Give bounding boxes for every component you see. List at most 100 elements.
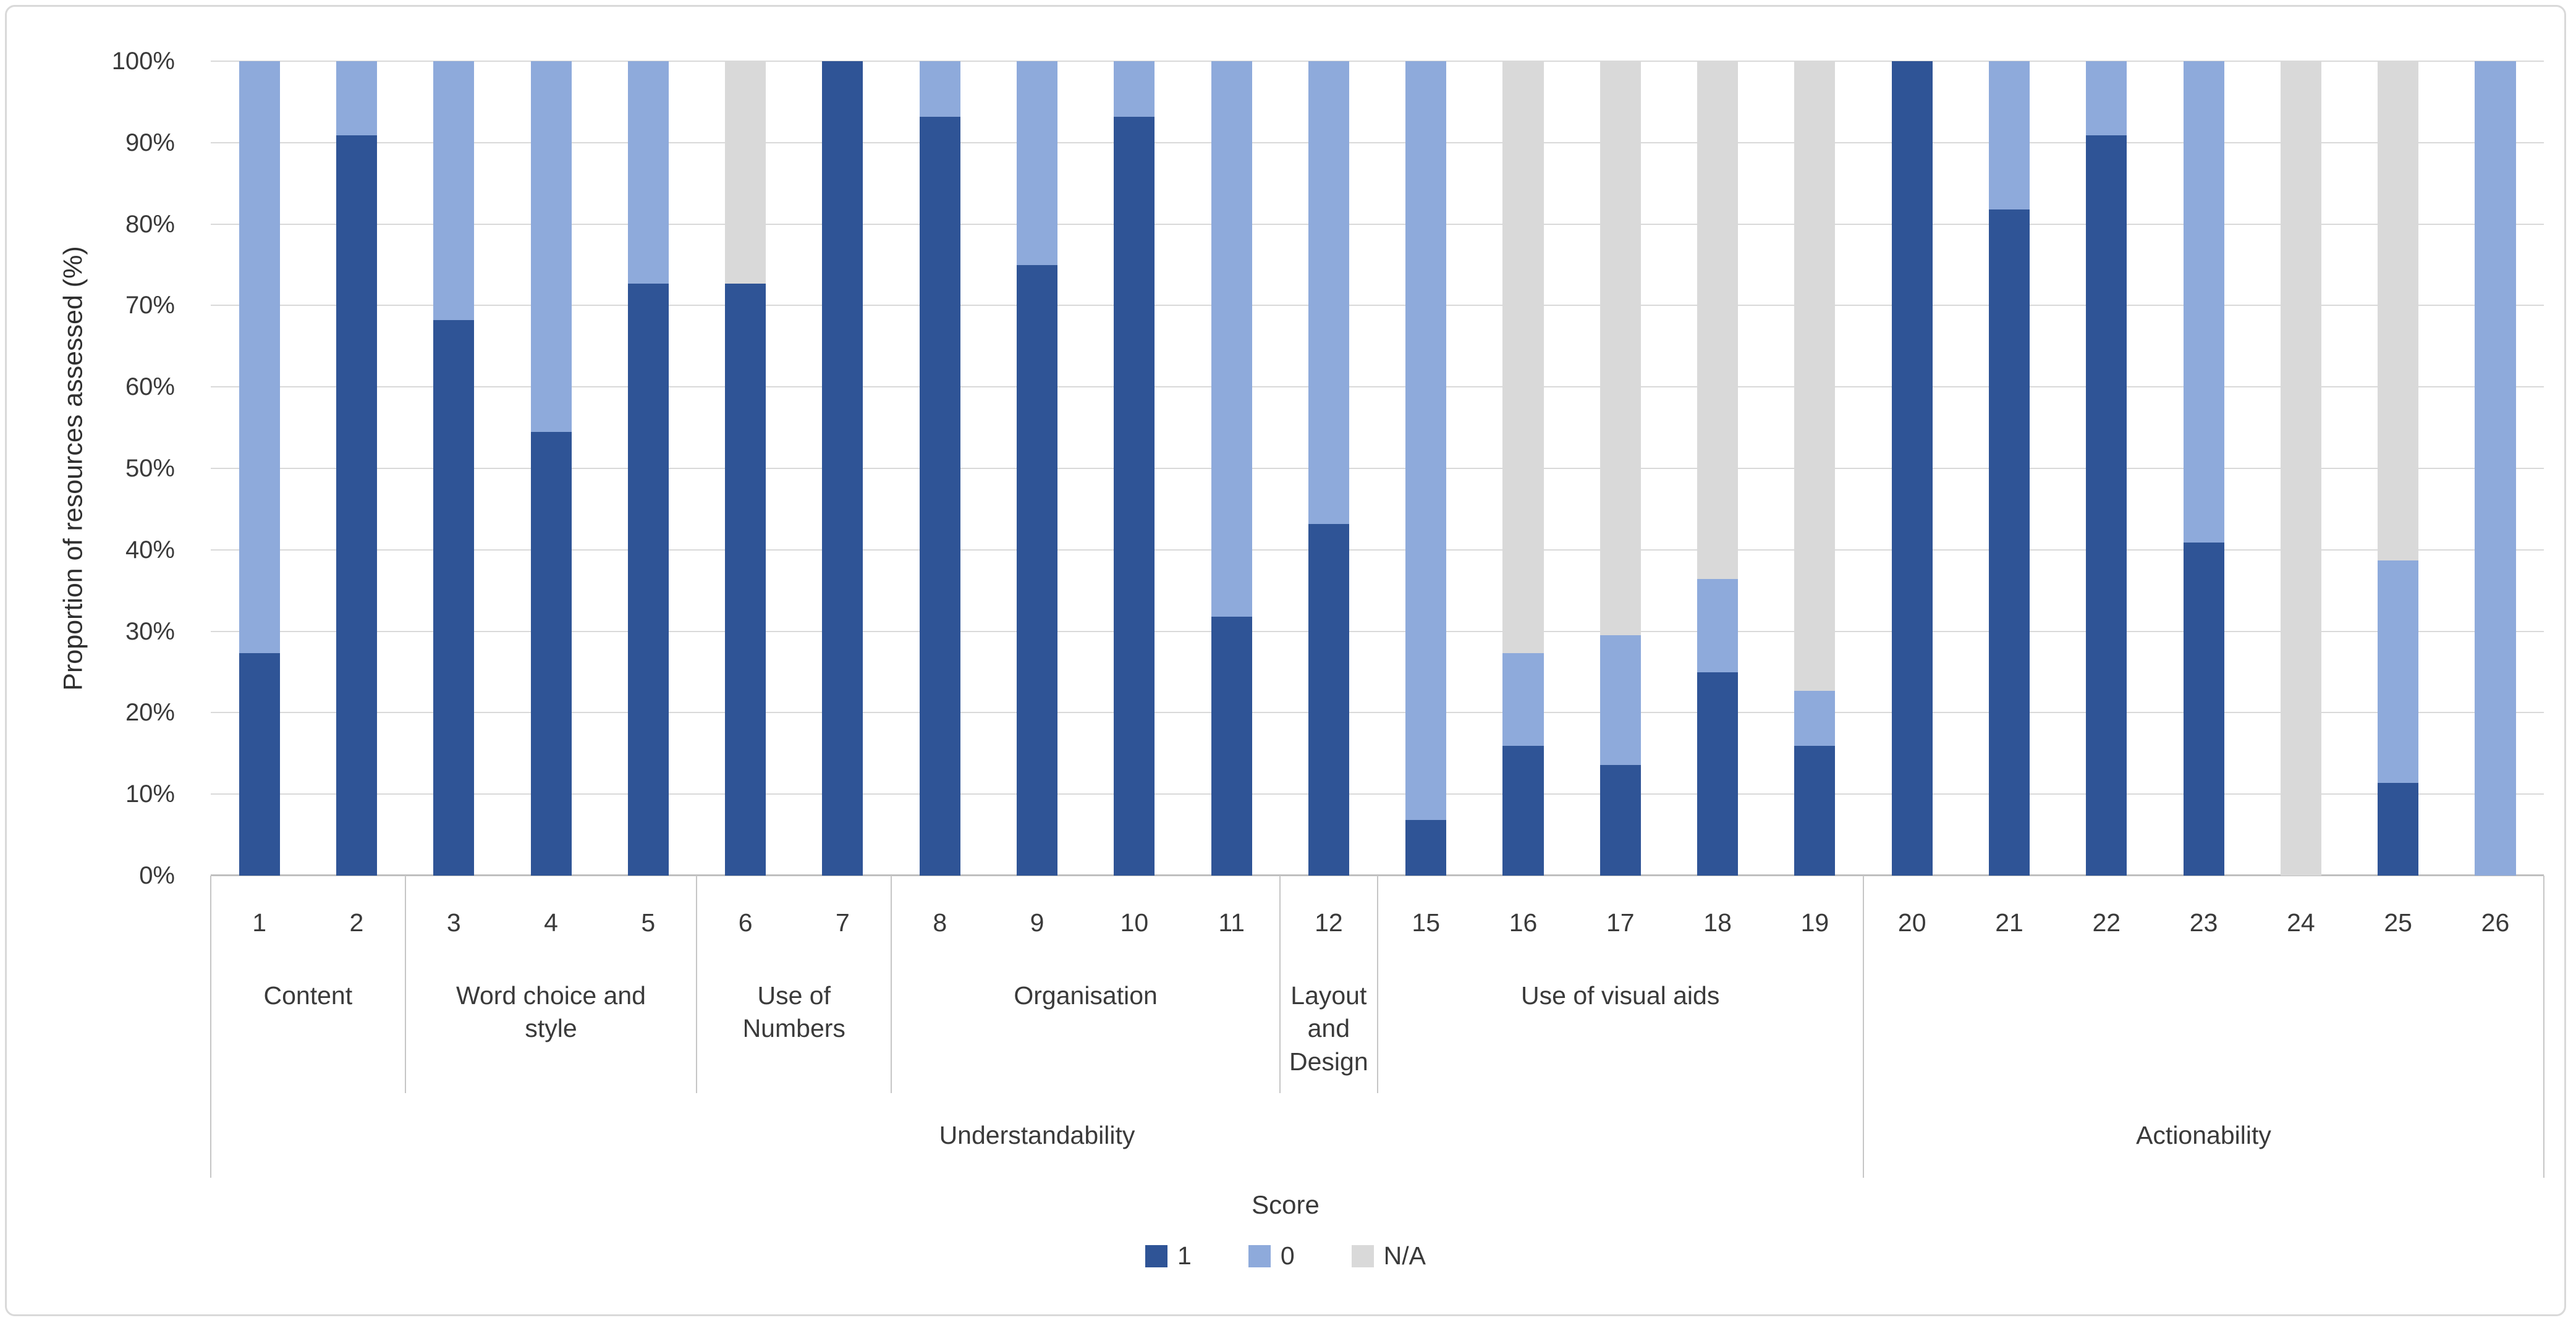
subgroup-separator-line [1279, 876, 1281, 1093]
bar-column-9 [988, 61, 1085, 876]
legend-item-na: N/A [1351, 1241, 1426, 1270]
item-number-19: 19 [1800, 908, 1829, 937]
bar-column-26 [2447, 61, 2544, 876]
stacked-bar-19 [1794, 61, 1836, 876]
bar-4-segment-0 [530, 61, 572, 432]
item-number-18: 18 [1703, 908, 1732, 937]
bar-6-segment-N/A [725, 61, 766, 284]
bar-column-21 [1960, 61, 2057, 876]
bar-column-6 [697, 61, 794, 876]
bar-column-17 [1572, 61, 1669, 876]
bar-12-segment-1 [1308, 523, 1349, 876]
subgroup-separator-line [1376, 876, 1378, 1093]
y-tick-label: 100% [111, 48, 175, 75]
legend-swatch-icon [1351, 1244, 1374, 1267]
gridline [211, 793, 2544, 795]
bar-16-segment-1 [1502, 746, 1544, 876]
item-number-24: 24 [2287, 908, 2315, 937]
item-number-9: 9 [1030, 908, 1044, 937]
item-number-row: 1 2 3 4 5 6 7 8 9 10 11 12 15 16 17 18 19 20 21 22 23 24 25 26 [211, 876, 2544, 970]
y-tick-label: 10% [125, 780, 175, 808]
bar-19-segment-0 [1794, 690, 1836, 746]
bar-26-segment-0 [2475, 61, 2516, 876]
bar-15-segment-0 [1405, 61, 1447, 821]
bar-16-segment-N/A [1502, 61, 1544, 654]
bars-container [211, 61, 2544, 876]
gridline [211, 305, 2544, 306]
subgroup-cell-empty [1863, 970, 2544, 979]
stacked-bar-17 [1599, 61, 1641, 876]
bar-1-segment-1 [239, 653, 280, 876]
bar-7-segment-1 [822, 61, 863, 876]
bar-18-segment-N/A [1697, 61, 1739, 580]
bar-6-segment-1 [725, 283, 766, 876]
item-number-11: 11 [1218, 908, 1245, 937]
item-number-12: 12 [1315, 908, 1343, 937]
bar-column-5 [600, 61, 697, 876]
bar-19-segment-N/A [1794, 61, 1836, 691]
bar-5-segment-0 [627, 61, 669, 284]
bar-9-segment-0 [1016, 61, 1058, 265]
subgroup-cell-word-choice-and-style: Word choice and style [456, 981, 646, 1043]
subgroup-cell-use-of-numbers: Use of Numbers [742, 981, 845, 1043]
bar-23-segment-0 [2183, 61, 2224, 543]
bar-column-8 [891, 61, 988, 876]
item-number-4: 4 [544, 908, 558, 937]
gridline [211, 386, 2544, 388]
item-number-5: 5 [641, 908, 656, 937]
bar-column-15 [1378, 61, 1475, 876]
subgroup-separator-line [404, 876, 406, 1093]
stacked-bar-22 [2086, 61, 2127, 876]
bar-column-11 [1183, 61, 1280, 876]
gridline [211, 223, 2544, 225]
group-label-row: Understandability Actionability [211, 1093, 2544, 1178]
subgroup-cell-content: Content [263, 981, 353, 1010]
bar-column-18 [1669, 61, 1766, 876]
bar-column-19 [1766, 61, 1863, 876]
bar-8-segment-0 [919, 61, 960, 117]
stacked-bar-16 [1502, 61, 1544, 876]
bar-22-segment-0 [2086, 61, 2127, 135]
bar-column-3 [405, 61, 502, 876]
item-number-20: 20 [1897, 908, 1926, 937]
stacked-bar-18 [1697, 61, 1739, 876]
bar-2-segment-1 [336, 135, 377, 876]
y-tick-label: 90% [125, 129, 175, 156]
gridline [211, 142, 2544, 143]
item-number-26: 26 [2481, 908, 2510, 937]
bar-17-segment-N/A [1599, 61, 1641, 636]
bar-21-segment-0 [1988, 61, 2030, 209]
item-number-17: 17 [1606, 908, 1635, 937]
y-tick-label: 0% [139, 862, 175, 889]
bar-25-segment-0 [2378, 560, 2419, 783]
legend-label: N/A [1383, 1241, 1426, 1270]
bar-column-20 [1863, 61, 1960, 876]
item-number-7: 7 [836, 908, 850, 937]
bar-10-segment-1 [1114, 116, 1155, 876]
item-number-8: 8 [933, 908, 947, 937]
subgroup-separator-line [696, 876, 698, 1093]
legend-swatch-icon [1248, 1244, 1271, 1267]
item-number-6: 6 [738, 908, 753, 937]
bar-12-segment-0 [1308, 61, 1349, 524]
group-cell-actionability: Actionability [2136, 1121, 2271, 1149]
stacked-bar-5 [627, 61, 669, 876]
subgroup-separator-line [891, 876, 892, 1093]
legend-item-0: 0 [1248, 1243, 1295, 1269]
bar-1-segment-0 [239, 61, 280, 654]
bar-25-segment-1 [2378, 782, 2419, 876]
bar-18-segment-1 [1697, 672, 1739, 876]
bar-20-segment-1 [1891, 61, 1933, 876]
y-tick-label: 80% [125, 210, 175, 238]
item-number-21: 21 [1995, 908, 2023, 937]
bar-column-24 [2252, 61, 2349, 876]
plot-area [211, 61, 2544, 876]
gridlines [211, 61, 2544, 876]
stacked-bar-15 [1405, 61, 1447, 876]
stacked-bar-9 [1016, 61, 1058, 876]
gridline [211, 61, 2544, 62]
stacked-bar-11 [1211, 61, 1252, 876]
gridline [211, 630, 2544, 632]
bar-21-segment-1 [1988, 209, 2030, 876]
item-number-22: 22 [2092, 908, 2121, 937]
